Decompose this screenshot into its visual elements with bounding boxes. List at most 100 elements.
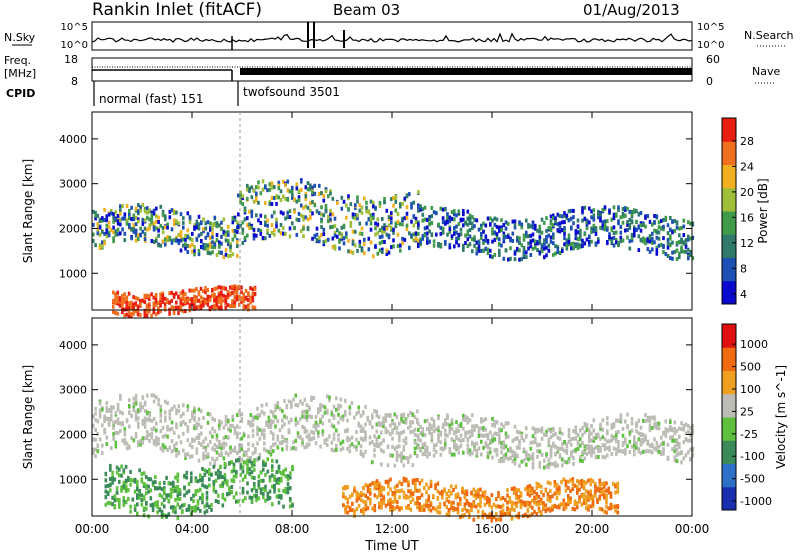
echo-cell xyxy=(244,295,248,300)
echo-cell xyxy=(172,292,176,297)
echo-cell xyxy=(549,450,553,455)
echo-cell xyxy=(576,224,580,229)
echo-cell xyxy=(249,420,253,425)
echo-cell xyxy=(432,494,435,499)
echo-cell xyxy=(538,239,542,244)
echo-cell xyxy=(143,294,147,299)
echo-cell xyxy=(603,205,607,210)
echo-cell xyxy=(427,486,431,491)
echo-cell xyxy=(486,495,489,500)
echo-cell xyxy=(375,409,379,414)
echo-cell xyxy=(154,501,157,506)
echo-cell xyxy=(547,437,551,442)
echo-cell xyxy=(222,425,226,430)
echo-cell xyxy=(402,438,406,443)
echo-cell xyxy=(190,511,193,516)
y-tick-label: 1000 xyxy=(59,267,87,280)
echo-cell xyxy=(588,450,591,455)
echo-cell xyxy=(182,220,185,225)
echo-cell xyxy=(218,426,221,431)
echo-cell xyxy=(301,401,304,406)
echo-cell xyxy=(331,244,335,249)
echo-cell xyxy=(678,255,681,260)
echo-cell xyxy=(268,495,272,500)
echo-cell xyxy=(183,493,186,498)
echo-cell xyxy=(481,513,485,517)
echo-cell xyxy=(215,437,219,442)
echo-cell xyxy=(448,245,452,250)
echo-cell xyxy=(603,219,607,224)
echo-cell xyxy=(391,500,395,505)
echo-cell xyxy=(351,501,354,506)
echo-cell xyxy=(186,438,190,443)
echo-cell xyxy=(598,506,602,511)
echo-cell xyxy=(178,492,182,496)
echo-cell xyxy=(390,216,393,221)
echo-cell xyxy=(104,471,108,476)
echo-cell xyxy=(563,242,566,247)
echo-cell xyxy=(231,414,235,419)
echo-cell xyxy=(495,504,498,509)
echo-cell xyxy=(241,230,245,235)
echo-cell xyxy=(581,206,584,211)
echo-cell xyxy=(128,209,131,213)
echo-cell xyxy=(250,225,254,230)
echo-cell xyxy=(633,225,636,230)
echo-cell xyxy=(373,508,377,513)
echo-cell xyxy=(553,491,557,496)
echo-cell xyxy=(592,450,596,455)
echo-cell xyxy=(438,491,442,496)
echo-cell xyxy=(249,286,252,291)
echo-cell xyxy=(450,506,453,511)
echo-cell xyxy=(246,470,249,475)
echo-cell xyxy=(504,511,507,516)
echo-cell xyxy=(585,422,589,427)
echo-cell xyxy=(295,182,299,187)
echo-cell xyxy=(255,498,258,503)
echo-cell xyxy=(592,208,596,213)
echo-cell xyxy=(258,413,262,418)
echo-cell xyxy=(425,490,428,495)
echo-cell xyxy=(109,501,112,506)
echo-cell xyxy=(206,243,210,248)
colorbar-tick-label: 28 xyxy=(740,135,754,148)
echo-cell xyxy=(285,446,289,451)
echo-cell xyxy=(224,298,228,303)
echo-cell xyxy=(378,248,382,253)
echo-cell xyxy=(444,428,447,433)
echo-cell xyxy=(466,443,470,448)
echo-cell xyxy=(227,238,230,243)
echo-cell xyxy=(288,189,292,194)
echo-cell xyxy=(356,248,359,253)
echo-cell xyxy=(619,449,623,453)
echo-cell xyxy=(408,246,411,251)
echo-cell xyxy=(574,236,578,241)
echo-cell xyxy=(195,421,199,426)
echo-cell xyxy=(152,227,156,232)
echo-cell xyxy=(128,216,131,221)
y-tick-label: 1000 xyxy=(59,473,87,486)
echo-cell xyxy=(475,240,479,245)
echo-cell xyxy=(392,238,395,243)
echo-cell xyxy=(525,426,528,431)
echo-cell xyxy=(384,480,388,485)
echo-cell xyxy=(626,424,629,429)
echo-cell xyxy=(423,233,427,238)
echo-cell xyxy=(477,426,481,431)
echo-cell xyxy=(407,483,410,488)
echo-cell xyxy=(290,400,293,405)
echo-cell xyxy=(405,205,409,210)
echo-cell xyxy=(331,236,335,241)
echo-cell xyxy=(287,420,291,425)
echo-cell xyxy=(537,482,541,487)
echo-cell xyxy=(387,501,390,506)
y-tick-label: 4000 xyxy=(59,339,87,352)
echo-cell xyxy=(170,305,174,310)
echo-cell xyxy=(543,465,546,470)
echo-cell xyxy=(490,518,494,523)
echo-cell xyxy=(428,217,431,222)
echo-cell xyxy=(281,418,284,423)
echo-cell xyxy=(115,470,119,475)
echo-cell xyxy=(504,497,507,502)
echo-cell xyxy=(529,233,533,238)
